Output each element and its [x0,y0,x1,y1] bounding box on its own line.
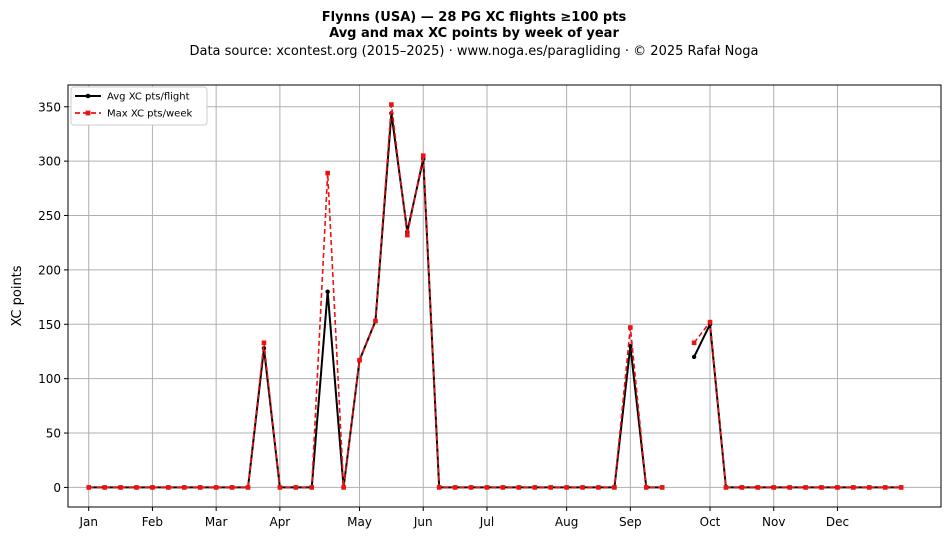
x-tick-label: Jul [479,515,494,529]
data-point [643,485,649,490]
data-point [134,485,139,490]
data-point [420,153,426,158]
data-point [628,325,633,330]
series-max [86,102,904,490]
data-point [341,485,346,490]
x-tick-label: May [347,515,372,529]
x-tick-label: Nov [762,515,785,529]
axes: 0 50 100 150 200 250 300 350 Jan Feb Mar Apr May Jun J… [38,100,849,529]
data-point [580,485,585,490]
series-layer [86,102,904,490]
legend-marker-max [85,110,91,116]
y-axis-label: XC points [10,265,25,326]
data-point [516,485,522,490]
data-point [596,485,601,490]
data-point [229,485,235,490]
data-point [532,485,538,490]
data-point [691,340,697,346]
data-point [819,485,824,490]
data-point [500,485,506,490]
series-line [693,321,902,489]
data-point [277,485,283,490]
y-tick-label: 200 [38,263,61,277]
y-tick-label: 300 [38,155,61,169]
data-point [325,289,330,294]
series-line [88,103,663,489]
y-tick-label: 350 [38,100,61,114]
data-point [659,485,665,490]
legend-label-max: Max XC pts/week [107,109,192,120]
x-tick-label: Apr [269,515,290,529]
data-point [293,485,299,490]
data-point [739,485,745,490]
data-point [787,485,792,490]
legend-label-avg: Avg XC pts/flight [107,92,190,103]
data-point [150,485,155,490]
y-tick-label: 150 [38,318,61,332]
x-tick-label: Sep [619,515,642,529]
y-tick-label: 0 [53,481,61,495]
data-point [245,485,251,490]
data-point [166,485,171,490]
data-point [803,485,808,490]
data-point [86,485,92,490]
data-point [405,232,410,238]
data-point [548,485,553,490]
data-point [468,485,474,490]
data-point [102,485,107,490]
data-point [612,485,617,490]
data-point [707,319,713,325]
x-tick-label: Dec [826,515,849,529]
data-point [484,485,490,490]
data-point [898,485,904,490]
data-point [373,318,378,324]
chart-subtitle: Avg and max XC points by week of year [329,26,619,41]
data-point [723,485,729,490]
data-point [357,357,362,363]
data-point [389,102,394,107]
legend: Avg XC pts/flight Max XC pts/week [70,86,208,126]
data-point [261,340,267,346]
data-point [213,485,219,490]
data-point [564,485,569,490]
data-point [197,485,203,490]
y-tick-label: 250 [38,209,61,223]
chart-source: Data source: xcontest.org (2015–2025) · … [189,44,758,59]
x-tick-label: Aug [555,515,578,529]
data-point [867,485,872,490]
data-point [851,485,856,490]
grid [68,85,941,507]
x-tick-label: Mar [205,515,228,529]
data-point [755,485,761,490]
data-point [882,485,888,490]
x-tick-label: Jan [78,515,98,529]
series-line [88,112,663,489]
data-point [835,485,840,490]
x-tick-label: Feb [142,515,163,529]
chart-title: Flynns (USA) — 28 PG XC flights ≥100 pts [322,10,627,25]
data-point [771,485,777,490]
legend-box [70,86,208,126]
data-point [436,485,442,490]
y-tick-label: 100 [38,372,61,386]
data-point [691,354,697,360]
data-point [325,170,330,176]
data-point [452,485,458,490]
y-tick-label: 50 [46,427,61,441]
series-line [693,323,902,489]
legend-marker-avg [85,93,91,99]
data-point [309,485,315,490]
x-tick-label: Jun [413,515,433,529]
data-point [118,485,123,490]
plot-frame [67,84,942,508]
x-tick-label: Oct [700,515,721,529]
data-point [181,485,187,490]
